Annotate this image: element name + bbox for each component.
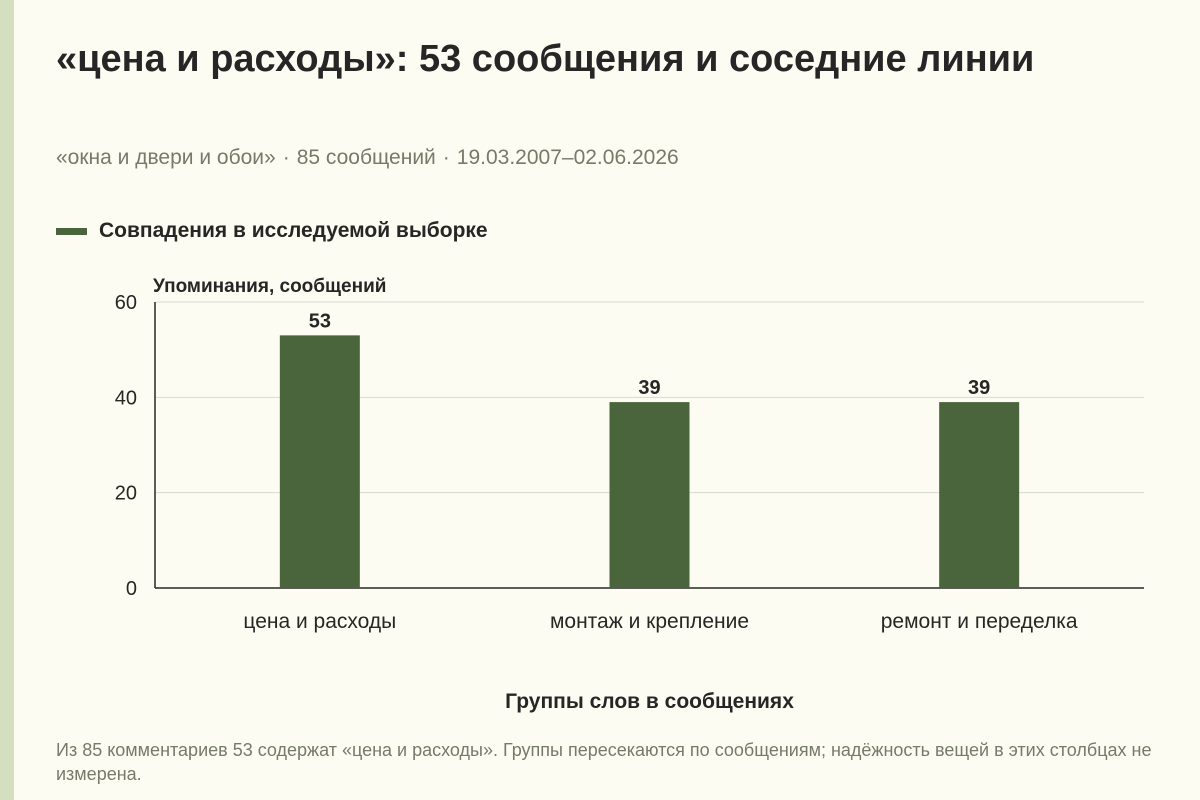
subtitle-count: 85 сообщений (296, 146, 436, 169)
y-axis-label: Упоминания, сообщений (153, 276, 386, 297)
chart-title: «цена и расходы»: 53 сообщения и соседни… (56, 38, 1035, 80)
bar-value-label: 39 (968, 377, 990, 399)
subtitle-separator: · (442, 146, 450, 169)
legend-label: Совпадения в исследуемой выборке (99, 219, 488, 242)
legend-swatch (56, 227, 87, 235)
chart-legend: Совпадения в исследуемой выборке (56, 219, 488, 243)
x-tick-label: монтаж и крепление (550, 610, 749, 633)
x-tick-label: цена и расходы (243, 610, 396, 633)
bar (279, 335, 360, 588)
subtitle-topic: «окна и двери и обои» (56, 146, 276, 169)
y-tick-label: 20 (115, 483, 137, 505)
side-accent-strip (0, 0, 14, 800)
footnote: Из 85 комментариев 53 содержат «цена и р… (56, 740, 1152, 784)
bar-value-label: 53 (309, 310, 331, 332)
y-tick-label: 40 (115, 387, 137, 409)
x-axis-label: Группы слов в сообщениях (505, 690, 794, 713)
bar (609, 402, 690, 588)
bar (939, 402, 1020, 588)
chart-subtitle: «окна и двери и обои» · 85 сообщений · 19.03… (56, 146, 679, 170)
y-tick-label: 0 (126, 578, 137, 600)
subtitle-separator: · (282, 146, 290, 169)
subtitle-date-range: 19.03.2007–02.06.2026 (456, 146, 679, 169)
y-tick-label: 60 (115, 292, 137, 314)
bar-value-label: 39 (638, 377, 660, 399)
x-tick-label: ремонт и переделка (881, 610, 1078, 633)
